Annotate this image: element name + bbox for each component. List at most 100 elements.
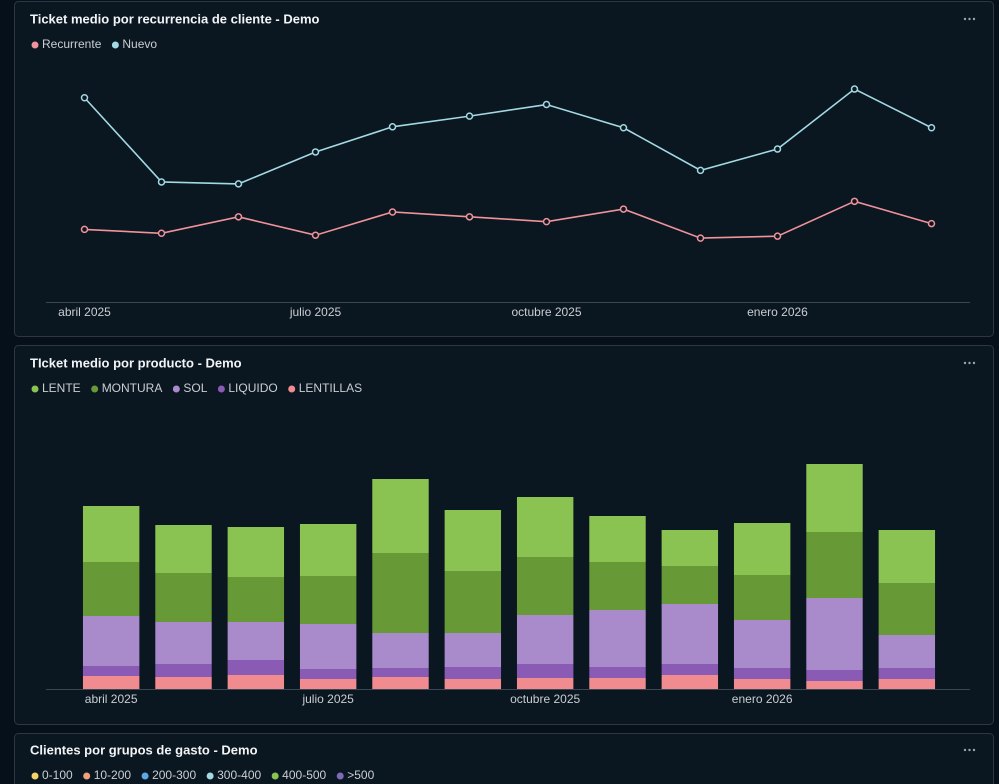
bar-segment bbox=[82, 676, 140, 689]
bar-segment bbox=[155, 664, 212, 677]
bar-segment bbox=[299, 679, 357, 689]
bar-segment bbox=[661, 664, 719, 675]
panel bbox=[14, 733, 994, 784]
legend-swatch bbox=[172, 385, 180, 393]
bar-segment bbox=[589, 516, 646, 562]
point bbox=[696, 234, 705, 242]
bar-segment bbox=[372, 677, 429, 689]
bar-segment bbox=[806, 670, 863, 681]
bar-segment bbox=[227, 622, 285, 660]
bar-segment bbox=[733, 575, 791, 620]
bar-segment bbox=[444, 667, 502, 679]
bar-segment bbox=[516, 678, 574, 689]
bar-segment bbox=[155, 525, 212, 573]
legend-label: >500 bbox=[347, 768, 374, 782]
bar-segment bbox=[299, 524, 357, 576]
point bbox=[388, 208, 397, 216]
point bbox=[850, 85, 859, 93]
legend-label: LIQUIDO bbox=[228, 381, 277, 395]
point bbox=[696, 166, 705, 175]
menu-button[interactable] bbox=[963, 361, 976, 365]
point bbox=[542, 217, 551, 226]
bar-segment bbox=[661, 675, 719, 689]
bar-segment bbox=[516, 615, 574, 664]
line bbox=[84, 200, 932, 239]
point bbox=[773, 232, 782, 240]
legend-swatch bbox=[31, 385, 39, 393]
bar-segment bbox=[227, 675, 285, 689]
bar-segment bbox=[82, 506, 140, 562]
bar-segment bbox=[372, 633, 429, 668]
bar-segment bbox=[878, 583, 936, 635]
point bbox=[157, 229, 166, 238]
bar-segment bbox=[155, 677, 212, 689]
legend-label: LENTILLAS bbox=[299, 381, 362, 395]
panel bbox=[14, 1, 994, 337]
point bbox=[157, 178, 166, 186]
bar-segment bbox=[806, 681, 863, 689]
bar-segment bbox=[806, 598, 863, 670]
bar-segment bbox=[516, 497, 574, 557]
bar-segment bbox=[82, 666, 140, 676]
bar-segment bbox=[82, 616, 140, 666]
bar-segment bbox=[444, 679, 502, 689]
chart-title: Ticket medio por recurrencia de cliente … bbox=[30, 11, 320, 26]
point bbox=[850, 197, 859, 206]
legend-swatch bbox=[31, 41, 39, 49]
point bbox=[927, 124, 936, 132]
bar-segment bbox=[661, 566, 719, 604]
bar-segment bbox=[444, 510, 502, 571]
point bbox=[465, 213, 474, 221]
bar-segment bbox=[372, 553, 429, 633]
legend-label: 10-200 bbox=[94, 768, 132, 782]
bar-segment bbox=[589, 678, 646, 689]
bar-segment bbox=[82, 562, 140, 616]
bar-segment bbox=[878, 530, 936, 583]
bar-segment bbox=[733, 523, 791, 575]
bar-segment bbox=[589, 562, 646, 610]
chart-title: TIcket medio por producto - Demo bbox=[30, 355, 242, 370]
legend-label: 400-500 bbox=[282, 768, 326, 782]
bar-segment bbox=[227, 527, 285, 577]
bar-segment bbox=[878, 668, 936, 679]
bar-segment bbox=[372, 668, 429, 677]
bar-segment bbox=[299, 669, 357, 679]
point bbox=[234, 213, 243, 221]
x-tick-label: julio 2025 bbox=[289, 305, 342, 319]
menu-button[interactable] bbox=[963, 748, 976, 752]
legend-swatch bbox=[288, 385, 296, 393]
bar-segment bbox=[733, 679, 791, 689]
bar-segment bbox=[299, 624, 357, 669]
legend-swatch bbox=[31, 772, 39, 780]
x-tick-label: abril 2025 bbox=[85, 692, 138, 706]
bar-segment bbox=[155, 622, 212, 664]
bar-segment bbox=[372, 479, 429, 553]
bar-segment bbox=[589, 667, 646, 678]
bar-segment bbox=[661, 604, 719, 664]
legend-label: MONTURA bbox=[102, 381, 163, 395]
line bbox=[83, 88, 932, 185]
x-tick-label: octubre 2025 bbox=[511, 305, 581, 319]
point bbox=[311, 231, 320, 239]
legend-label: 0-100 bbox=[42, 768, 73, 782]
menu-button[interactable] bbox=[963, 17, 976, 21]
point bbox=[465, 112, 474, 120]
legend-label: 200-300 bbox=[152, 768, 196, 782]
bar-segment bbox=[878, 679, 936, 689]
point bbox=[234, 180, 243, 188]
legend-swatch bbox=[206, 772, 214, 780]
legend-swatch bbox=[217, 385, 225, 393]
chart-title: Clientes por grupos de gasto - Demo bbox=[30, 742, 258, 757]
bar-segment bbox=[299, 576, 357, 624]
bar-segment bbox=[516, 664, 574, 678]
bar-segment bbox=[516, 557, 574, 615]
legend-swatch bbox=[91, 385, 99, 393]
point bbox=[927, 219, 936, 228]
point bbox=[80, 225, 89, 234]
point bbox=[311, 148, 320, 156]
bar-segment bbox=[733, 620, 791, 668]
bar-segment bbox=[227, 660, 285, 675]
legend-swatch bbox=[141, 772, 149, 780]
x-tick-label: enero 2026 bbox=[747, 305, 808, 319]
